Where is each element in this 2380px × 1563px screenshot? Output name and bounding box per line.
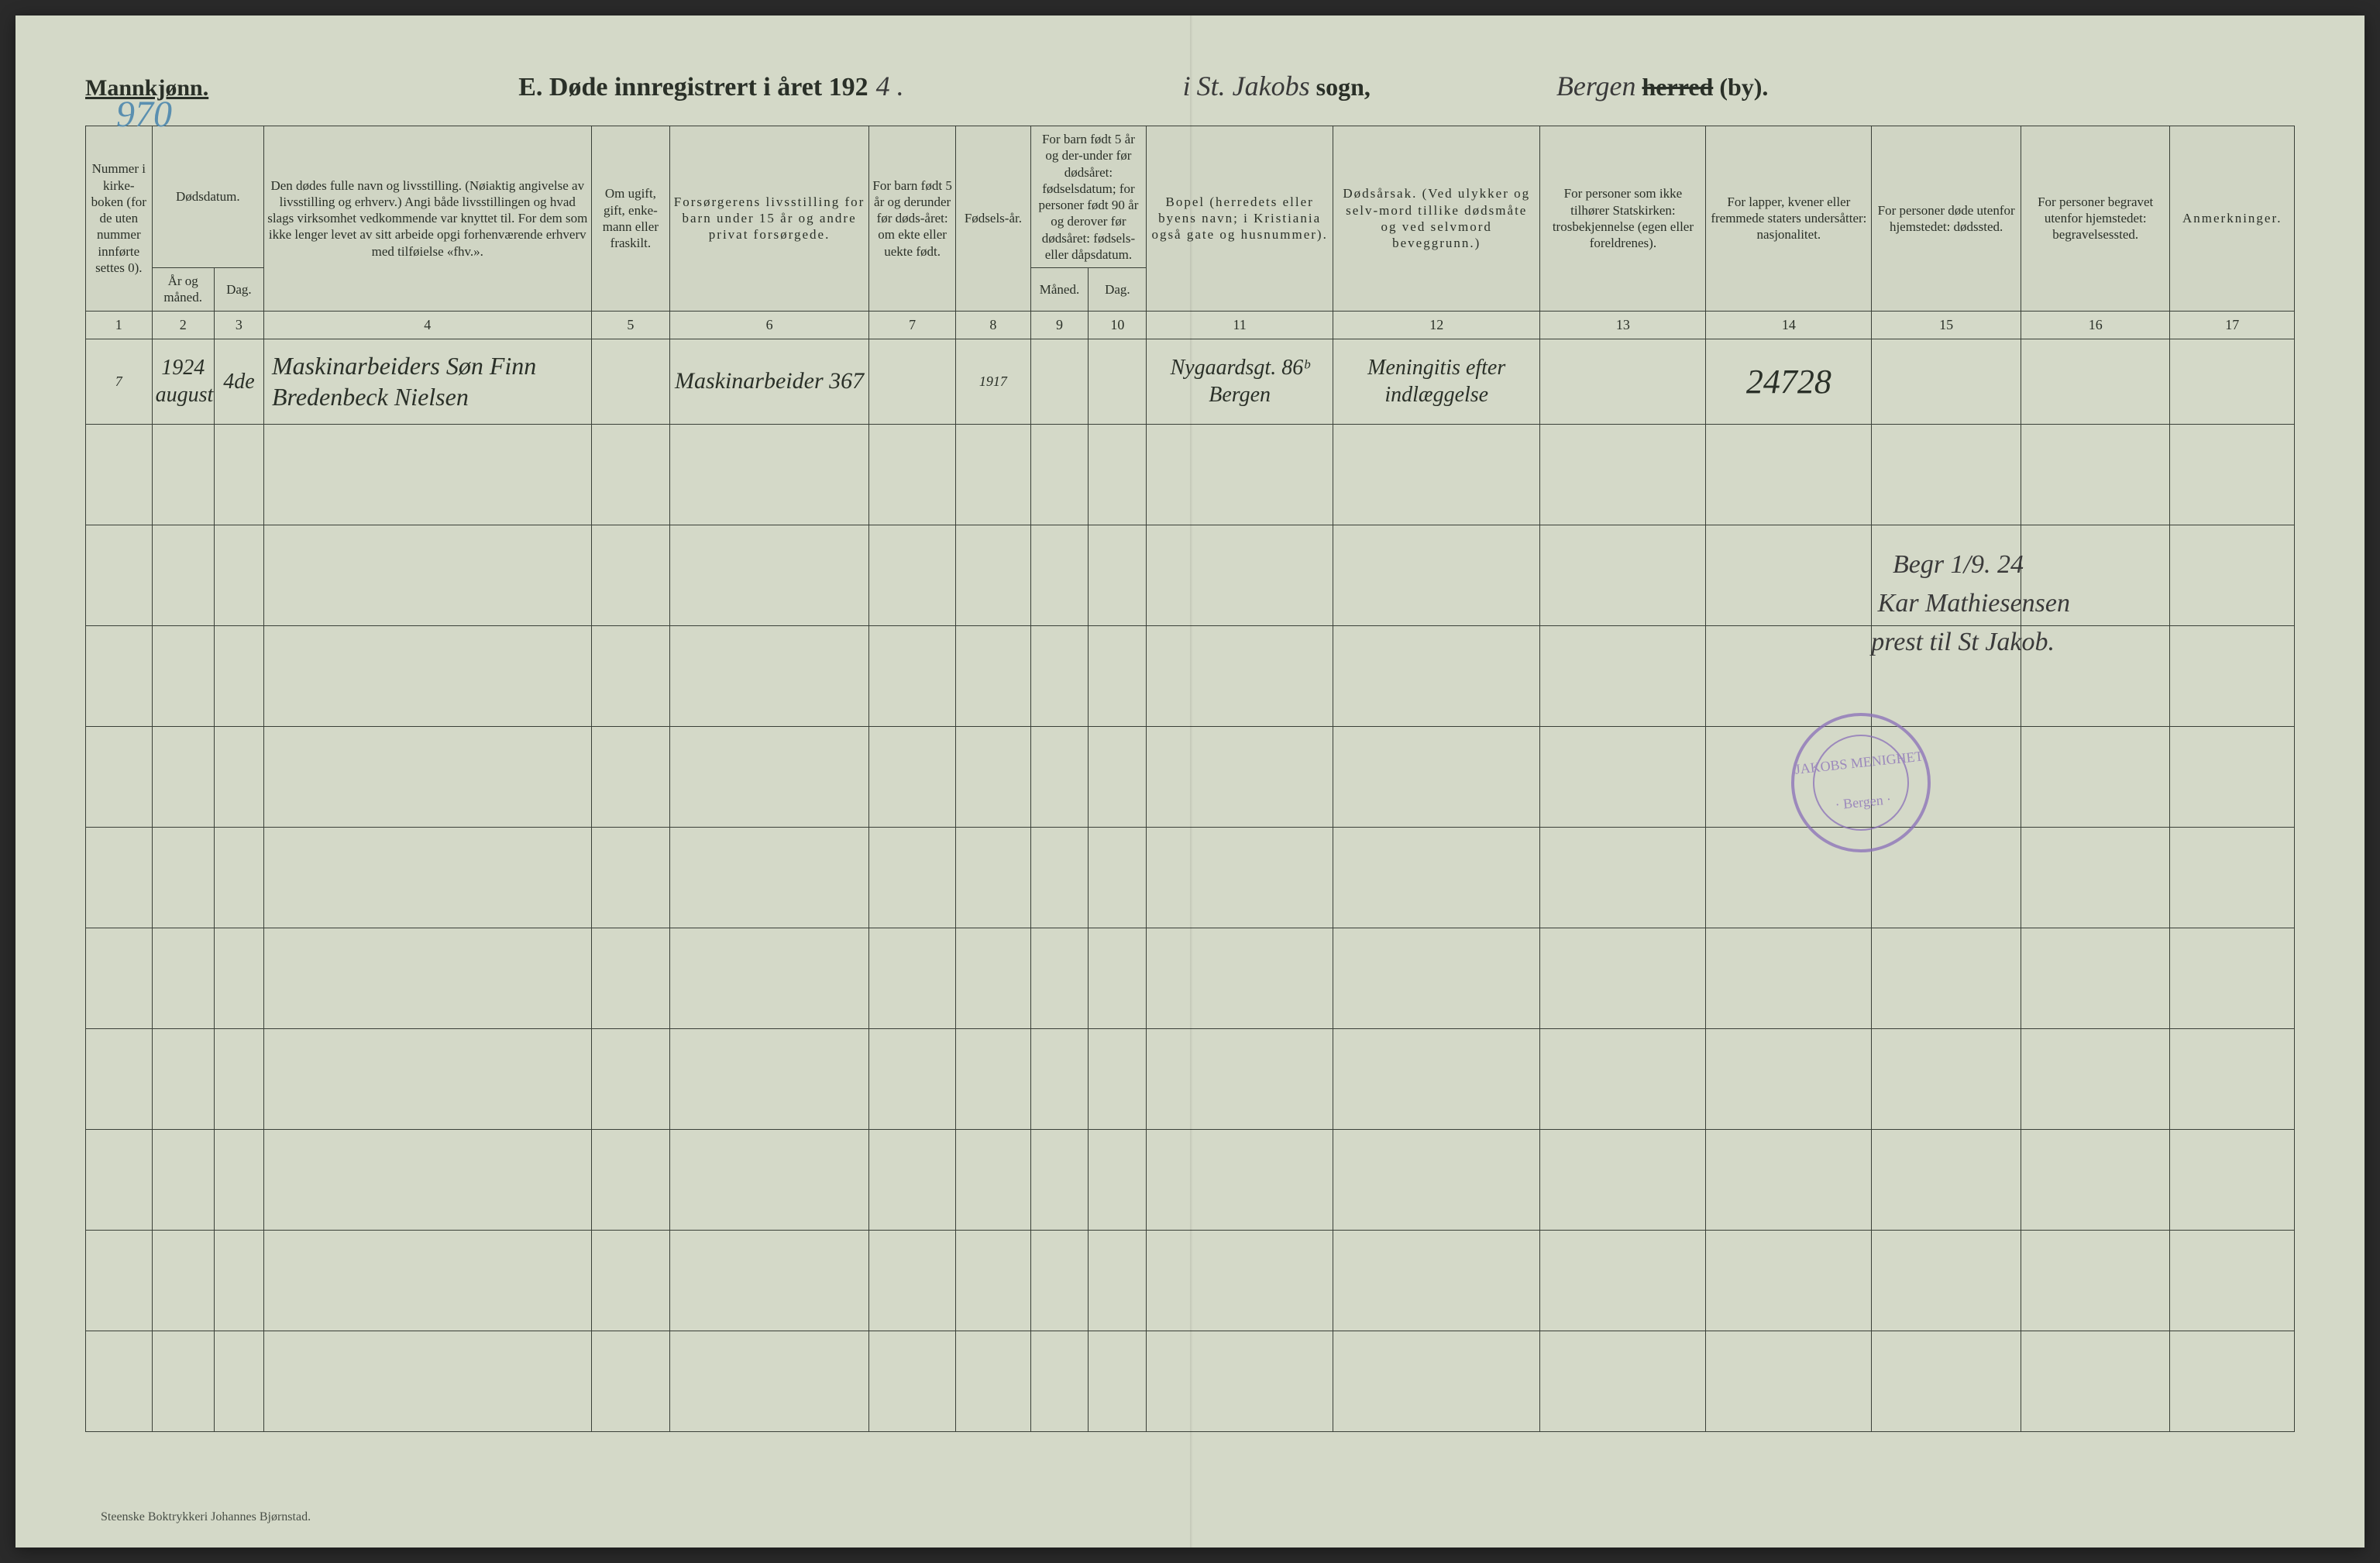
colnum: 16 — [2021, 311, 2170, 339]
table-row: 7 1924 august 4de Maskinarbeiders Søn Fi… — [86, 339, 2295, 424]
sogn-prefix: i — [1183, 71, 1191, 102]
page-header: Mannkjønn. E. Døde innregistrert i året … — [85, 70, 2295, 102]
col-header-2b: Dag. — [214, 268, 263, 312]
colnum: 1 — [86, 311, 153, 339]
colnum: 4 — [264, 311, 592, 339]
herred-name: Bergen — [1556, 71, 1636, 102]
col-header-14: For lapper, kvener eller fremmede stater… — [1706, 126, 1872, 312]
column-number-row: 1 2 3 4 5 6 7 8 9 10 11 12 13 14 15 16 1… — [86, 311, 2295, 339]
col-header-11: Bopel (herredets eller byens navn; i Kri… — [1147, 126, 1333, 312]
sogn-label: sogn, — [1316, 73, 1371, 101]
cell-birthmonth — [1030, 339, 1089, 424]
col-header-17-text: Anmerkninger. — [2182, 211, 2282, 225]
cell-notes — [2170, 339, 2295, 424]
cell-name: Maskinarbeiders Søn Finn Bredenbeck Niel… — [264, 339, 592, 424]
table-row — [86, 1331, 2295, 1431]
colnum: 9 — [1030, 311, 1089, 339]
table-row — [86, 928, 2295, 1028]
cell-cause: Meningitis efter indlæggelse — [1333, 339, 1540, 424]
col-header-12: Dødsårsak. (Ved ulykker og selv-mord til… — [1333, 126, 1540, 312]
cell-provider: Maskinarbeider 367 — [670, 339, 869, 424]
colnum: 17 — [2170, 311, 2295, 339]
cell-birthday — [1089, 339, 1147, 424]
stamp-inner: · Bergen · — [1798, 787, 1928, 817]
stamp-outer: JAKOBS MENIGHET — [1794, 748, 1924, 777]
title-year-suffix: 4 . — [876, 70, 904, 102]
table-row — [86, 1129, 2295, 1230]
herred-suffix: (by). — [1719, 73, 1768, 101]
colnum: 10 — [1089, 311, 1147, 339]
colnum: 13 — [1540, 311, 1706, 339]
title-prefix: E. Døde innregistrert i året 192 — [518, 73, 868, 102]
col-header-5: Om ugift, gift, enke-mann eller fraskilt… — [591, 126, 670, 312]
page-number: 970 — [116, 93, 172, 136]
cell-birthyear: 1917 — [956, 339, 1030, 424]
sogn-name: St. Jakobs — [1197, 71, 1310, 102]
table-head: Nummer i kirke-boken (for de uten nummer… — [86, 126, 2295, 339]
cell-nationality: 24728 — [1706, 339, 1872, 424]
col-header-15: For personer døde utenfor hjemstedet: dø… — [1872, 126, 2021, 312]
col-header-9t: For barn født 5 år og der-under før døds… — [1030, 126, 1147, 268]
col-header-2a: År og måned. — [152, 268, 214, 312]
herred-block: Bergen herred (by). — [1556, 70, 1769, 102]
table-row — [86, 827, 2295, 928]
colnum: 8 — [956, 311, 1030, 339]
col-header-6: Forsørgerens livsstilling for barn under… — [670, 126, 869, 312]
cell-yearmonth: 1924 august — [152, 339, 214, 424]
annotation-line3: prest til St Jakob. — [1871, 628, 2055, 657]
col-header-7: For barn født 5 år og derunder før døds-… — [868, 126, 955, 312]
cell-num: 7 — [86, 339, 153, 424]
cell-civil — [591, 339, 670, 424]
col-header-13: For personer som ikke tilhører Statskirk… — [1540, 126, 1706, 312]
printer-footer: Steenske Boktrykkeri Johannes Bjørnstad. — [101, 1510, 311, 1524]
colnum: 5 — [591, 311, 670, 339]
stamp-text: JAKOBS MENIGHET · Bergen · — [1794, 748, 1928, 817]
colnum: 11 — [1147, 311, 1333, 339]
col-header-4: Den dødes fulle navn og livsstilling. (N… — [264, 126, 592, 312]
table-row — [86, 1028, 2295, 1129]
annotation-line2: Kar Mathiesensen — [1878, 589, 2070, 618]
colnum: 12 — [1333, 311, 1540, 339]
colnum: 14 — [1706, 311, 1872, 339]
table-row — [86, 1230, 2295, 1331]
ledger-page: Mannkjønn. E. Døde innregistrert i året … — [15, 15, 2365, 1548]
annotation-line1: Begr 1/9. 24 — [1893, 550, 2024, 580]
cell-burialplace — [2021, 339, 2170, 424]
col-header-6-text: Forsørgerens livsstilling for barn under… — [674, 195, 865, 243]
col-header-9b: Dag. — [1089, 268, 1147, 312]
colnum: 2 — [152, 311, 214, 339]
col-header-8: Fødsels-år. — [956, 126, 1030, 312]
col-header-9a: Måned. — [1030, 268, 1089, 312]
colnum: 6 — [670, 311, 869, 339]
cell-faith — [1540, 339, 1706, 424]
cell-residence: Nygaardsgt. 86ᵇ Bergen — [1147, 339, 1333, 424]
cell-day: 4de — [214, 339, 263, 424]
col-header-11-text: Bopel (herredets eller byens navn; i Kri… — [1151, 195, 1327, 243]
cell-deathplace — [1872, 339, 2021, 424]
cell-legit — [868, 339, 955, 424]
colnum: 7 — [868, 311, 955, 339]
colnum: 15 — [1872, 311, 2021, 339]
sogn-block: i St. Jakobs sogn, — [1183, 70, 1371, 102]
colnum: 3 — [214, 311, 263, 339]
herred-struck: herred — [1642, 73, 1713, 101]
col-header-1: Nummer i kirke-boken (for de uten nummer… — [86, 126, 153, 312]
col-header-2t: Dødsdatum. — [152, 126, 263, 268]
col-header-12-text: Dødsårsak. (Ved ulykker og selv-mord til… — [1343, 186, 1530, 250]
table-row — [86, 424, 2295, 525]
parish-stamp: JAKOBS MENIGHET · Bergen · — [1791, 713, 1931, 852]
ledger-table: Nummer i kirke-boken (for de uten nummer… — [85, 126, 2295, 1432]
table-row — [86, 726, 2295, 827]
col-header-16: For personer begravet utenfor hjemstedet… — [2021, 126, 2170, 312]
table-body: 7 1924 august 4de Maskinarbeiders Søn Fi… — [86, 339, 2295, 1431]
col-header-17: Anmerkninger. — [2170, 126, 2295, 312]
